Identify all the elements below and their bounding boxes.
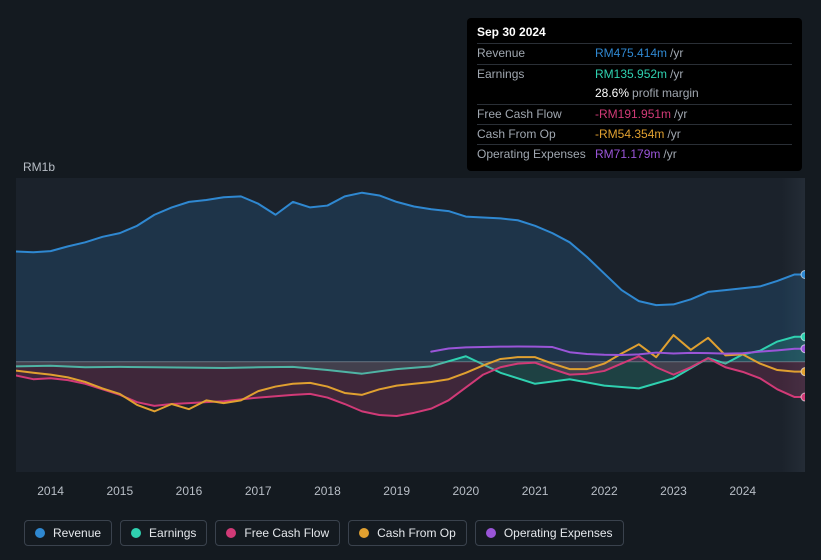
legend-swatch (131, 528, 141, 538)
tooltip-row: Free Cash Flow-RM191.951m/yr (477, 104, 792, 124)
legend-item-revenue[interactable]: Revenue (24, 520, 112, 546)
legend-swatch (359, 528, 369, 538)
tooltip-row-suffix: /yr (667, 126, 680, 143)
tooltip-row-label: Free Cash Flow (477, 106, 595, 123)
x-axis-tick: 2024 (729, 484, 756, 498)
legend-label: Cash From Op (377, 526, 456, 540)
tooltip-title: Sep 30 2024 (477, 24, 792, 41)
legend-label: Revenue (53, 526, 101, 540)
legend-item-operating-expenses[interactable]: Operating Expenses (475, 520, 624, 546)
tooltip-row-value: RM71.179m (595, 146, 660, 163)
tooltip-row-label: Operating Expenses (477, 146, 595, 163)
tooltip-row-suffix: /yr (670, 66, 683, 83)
x-axis-tick: 2014 (37, 484, 64, 498)
chart-plot-area[interactable] (16, 178, 805, 472)
tooltip-row-suffix: /yr (663, 146, 676, 163)
legend-swatch (226, 528, 236, 538)
tooltip-row: EarningsRM135.952m/yr (477, 64, 792, 84)
legend-item-earnings[interactable]: Earnings (120, 520, 207, 546)
x-axis-tick: 2016 (176, 484, 203, 498)
tooltip-row-label: Earnings (477, 66, 595, 83)
tooltip-row-suffix: /yr (674, 106, 687, 123)
x-axis-tick: 2021 (522, 484, 549, 498)
legend-label: Operating Expenses (504, 526, 613, 540)
tooltip-row: 28.6%profit margin (477, 84, 792, 103)
tooltip-row-value: RM475.414m (595, 45, 667, 62)
x-axis-tick: 2015 (106, 484, 133, 498)
y-axis-label-top: RM1b (23, 160, 55, 174)
legend-swatch (35, 528, 45, 538)
tooltip-row-label: Cash From Op (477, 126, 595, 143)
tooltip-row-suffix: profit margin (632, 85, 699, 102)
tooltip-row-value: -RM191.951m (595, 106, 671, 123)
tooltip-row: Operating ExpensesRM71.179m/yr (477, 144, 792, 164)
tooltip-row: Cash From Op-RM54.354m/yr (477, 124, 792, 144)
tooltip-row: RevenueRM475.414m/yr (477, 43, 792, 63)
x-axis-tick: 2020 (453, 484, 480, 498)
x-axis-tick: 2019 (383, 484, 410, 498)
x-axis-tick: 2022 (591, 484, 618, 498)
tooltip-row-value: 28.6% (595, 85, 629, 102)
chart-tooltip: Sep 30 2024RevenueRM475.414m/yrEarningsR… (467, 18, 802, 171)
tooltip-row-label: Revenue (477, 45, 595, 62)
legend-item-free-cash-flow[interactable]: Free Cash Flow (215, 520, 340, 546)
chart-legend: Revenue Earnings Free Cash Flow Cash From O… (24, 520, 624, 546)
x-axis-tick: 2018 (314, 484, 341, 498)
legend-item-cash-from-op[interactable]: Cash From Op (348, 520, 467, 546)
tooltip-row-suffix: /yr (670, 45, 683, 62)
x-axis-tick: 2017 (245, 484, 272, 498)
legend-label: Free Cash Flow (244, 526, 329, 540)
legend-swatch (486, 528, 496, 538)
tooltip-row-value: RM135.952m (595, 66, 667, 83)
chart-svg (16, 178, 805, 472)
tooltip-row-value: -RM54.354m (595, 126, 664, 143)
legend-label: Earnings (149, 526, 196, 540)
x-axis-tick: 2023 (660, 484, 687, 498)
